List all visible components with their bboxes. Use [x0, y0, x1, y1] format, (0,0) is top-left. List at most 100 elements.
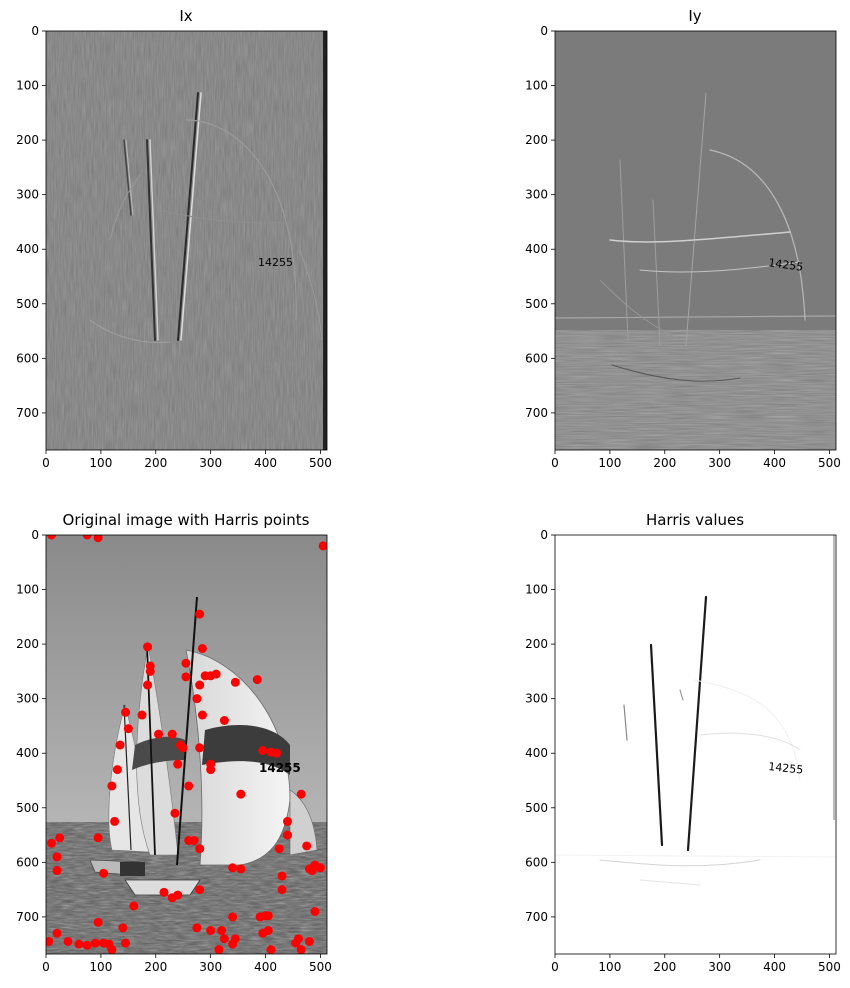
panel-original: Original image with Harris points 14255 [16, 511, 332, 974]
harris-point [123, 724, 133, 734]
harris-point [274, 844, 284, 854]
harris-point [167, 729, 177, 739]
panel-iy-ticks: 0 100 200 300 400 500 0 100 200 300 400 500 600 700 [525, 24, 841, 470]
x-tick-label: 500 [818, 456, 841, 470]
x-tick-label: 300 [708, 960, 731, 974]
x-tick-label: 300 [199, 960, 222, 974]
y-tick-label: 600 [525, 855, 548, 869]
harris-point [110, 816, 120, 826]
harris-point [236, 864, 246, 874]
harris-point [112, 765, 122, 775]
panel-ix-frame [45, 30, 328, 451]
y-tick-label: 200 [525, 133, 548, 147]
harris-points [46, 535, 327, 954]
harris-point [302, 841, 312, 851]
harris-point [266, 945, 276, 954]
x-tick-label: 100 [598, 960, 621, 974]
panel-ix-image: 14255 [46, 31, 327, 450]
panel-ix-ticks: 0 100 200 300 400 500 0 100 200 300 400 500 600 700 [16, 24, 332, 470]
harris-point [93, 833, 103, 843]
svg-text:14255: 14255 [258, 256, 293, 269]
harris-point [195, 680, 205, 690]
panel-original-ticks: 0 100 200 300 400 500 0 100 200 300 400 500 600 700 [16, 528, 332, 974]
x-tick-label: 300 [199, 456, 222, 470]
harris-point [46, 535, 56, 540]
harris-point [296, 945, 306, 954]
harris-point [197, 643, 207, 653]
svg-text:14255: 14255 [768, 760, 804, 777]
harris-point [195, 609, 205, 619]
y-tick-label: 300 [16, 692, 39, 706]
harris-point [192, 694, 202, 704]
y-tick-label: 500 [525, 801, 548, 815]
y-tick-label: 500 [16, 801, 39, 815]
harris-point [121, 938, 131, 948]
panel-iy-frame [554, 30, 837, 451]
harris-point [52, 852, 62, 862]
x-tick-label: 500 [818, 960, 841, 974]
harris-point [189, 836, 199, 846]
harris-point [197, 710, 207, 720]
y-tick-label: 600 [16, 855, 39, 869]
harris-point [93, 917, 103, 927]
harris-point [137, 710, 147, 720]
harris-point [90, 938, 100, 948]
harris-point [219, 934, 229, 944]
harris-point [129, 901, 139, 911]
harris-point [173, 759, 183, 769]
harris-point [52, 866, 62, 876]
harris-point [258, 746, 268, 756]
x-tick-label: 100 [89, 960, 112, 974]
y-tick-label: 700 [525, 406, 548, 420]
panel-ix: Ix 14255 0 100 200 300 40 [16, 7, 332, 470]
x-tick-label: 400 [763, 456, 786, 470]
y-tick-label: 700 [16, 910, 39, 924]
y-tick-label: 0 [31, 528, 39, 542]
harris-point [228, 912, 238, 922]
y-tick-label: 500 [525, 297, 548, 311]
harris-point [293, 934, 303, 944]
harris-point [82, 535, 92, 540]
panel-ix-title: Ix [179, 7, 192, 25]
harris-point [178, 743, 188, 753]
y-tick-label: 100 [525, 583, 548, 597]
x-tick-label: 100 [89, 456, 112, 470]
y-tick-label: 0 [31, 24, 39, 38]
x-tick-label: 200 [653, 960, 676, 974]
y-tick-label: 700 [16, 406, 39, 420]
harris-point [206, 926, 216, 936]
panel-harris-frame [554, 534, 837, 955]
y-tick-label: 200 [16, 133, 39, 147]
harris-point [93, 535, 103, 543]
harris-point [99, 868, 109, 878]
harris-point [46, 838, 56, 848]
x-tick-label: 0 [42, 456, 50, 470]
harris-point [192, 923, 202, 933]
harris-point [272, 748, 282, 758]
x-tick-label: 0 [42, 960, 50, 974]
harris-point [263, 911, 273, 921]
harris-point [181, 672, 191, 682]
harris-point [170, 808, 180, 818]
x-tick-label: 200 [144, 456, 167, 470]
harris-point [282, 816, 292, 826]
panel-harris-title: Harris values [646, 511, 744, 529]
harris-point [214, 945, 224, 954]
panel-original-frame [45, 534, 328, 955]
harris-point [211, 669, 221, 679]
y-tick-label: 700 [525, 910, 548, 924]
y-tick-label: 200 [525, 637, 548, 651]
x-tick-label: 400 [254, 960, 277, 974]
x-tick-label: 300 [708, 456, 731, 470]
harris-point [230, 677, 240, 687]
harris-point [154, 729, 164, 739]
harris-point [310, 906, 320, 916]
y-tick-label: 400 [16, 242, 39, 256]
x-tick-label: 0 [551, 456, 559, 470]
harris-point [195, 885, 205, 895]
harris-point [145, 666, 155, 676]
harris-point [228, 939, 238, 949]
harris-point [63, 936, 73, 946]
harris-point [115, 740, 125, 750]
